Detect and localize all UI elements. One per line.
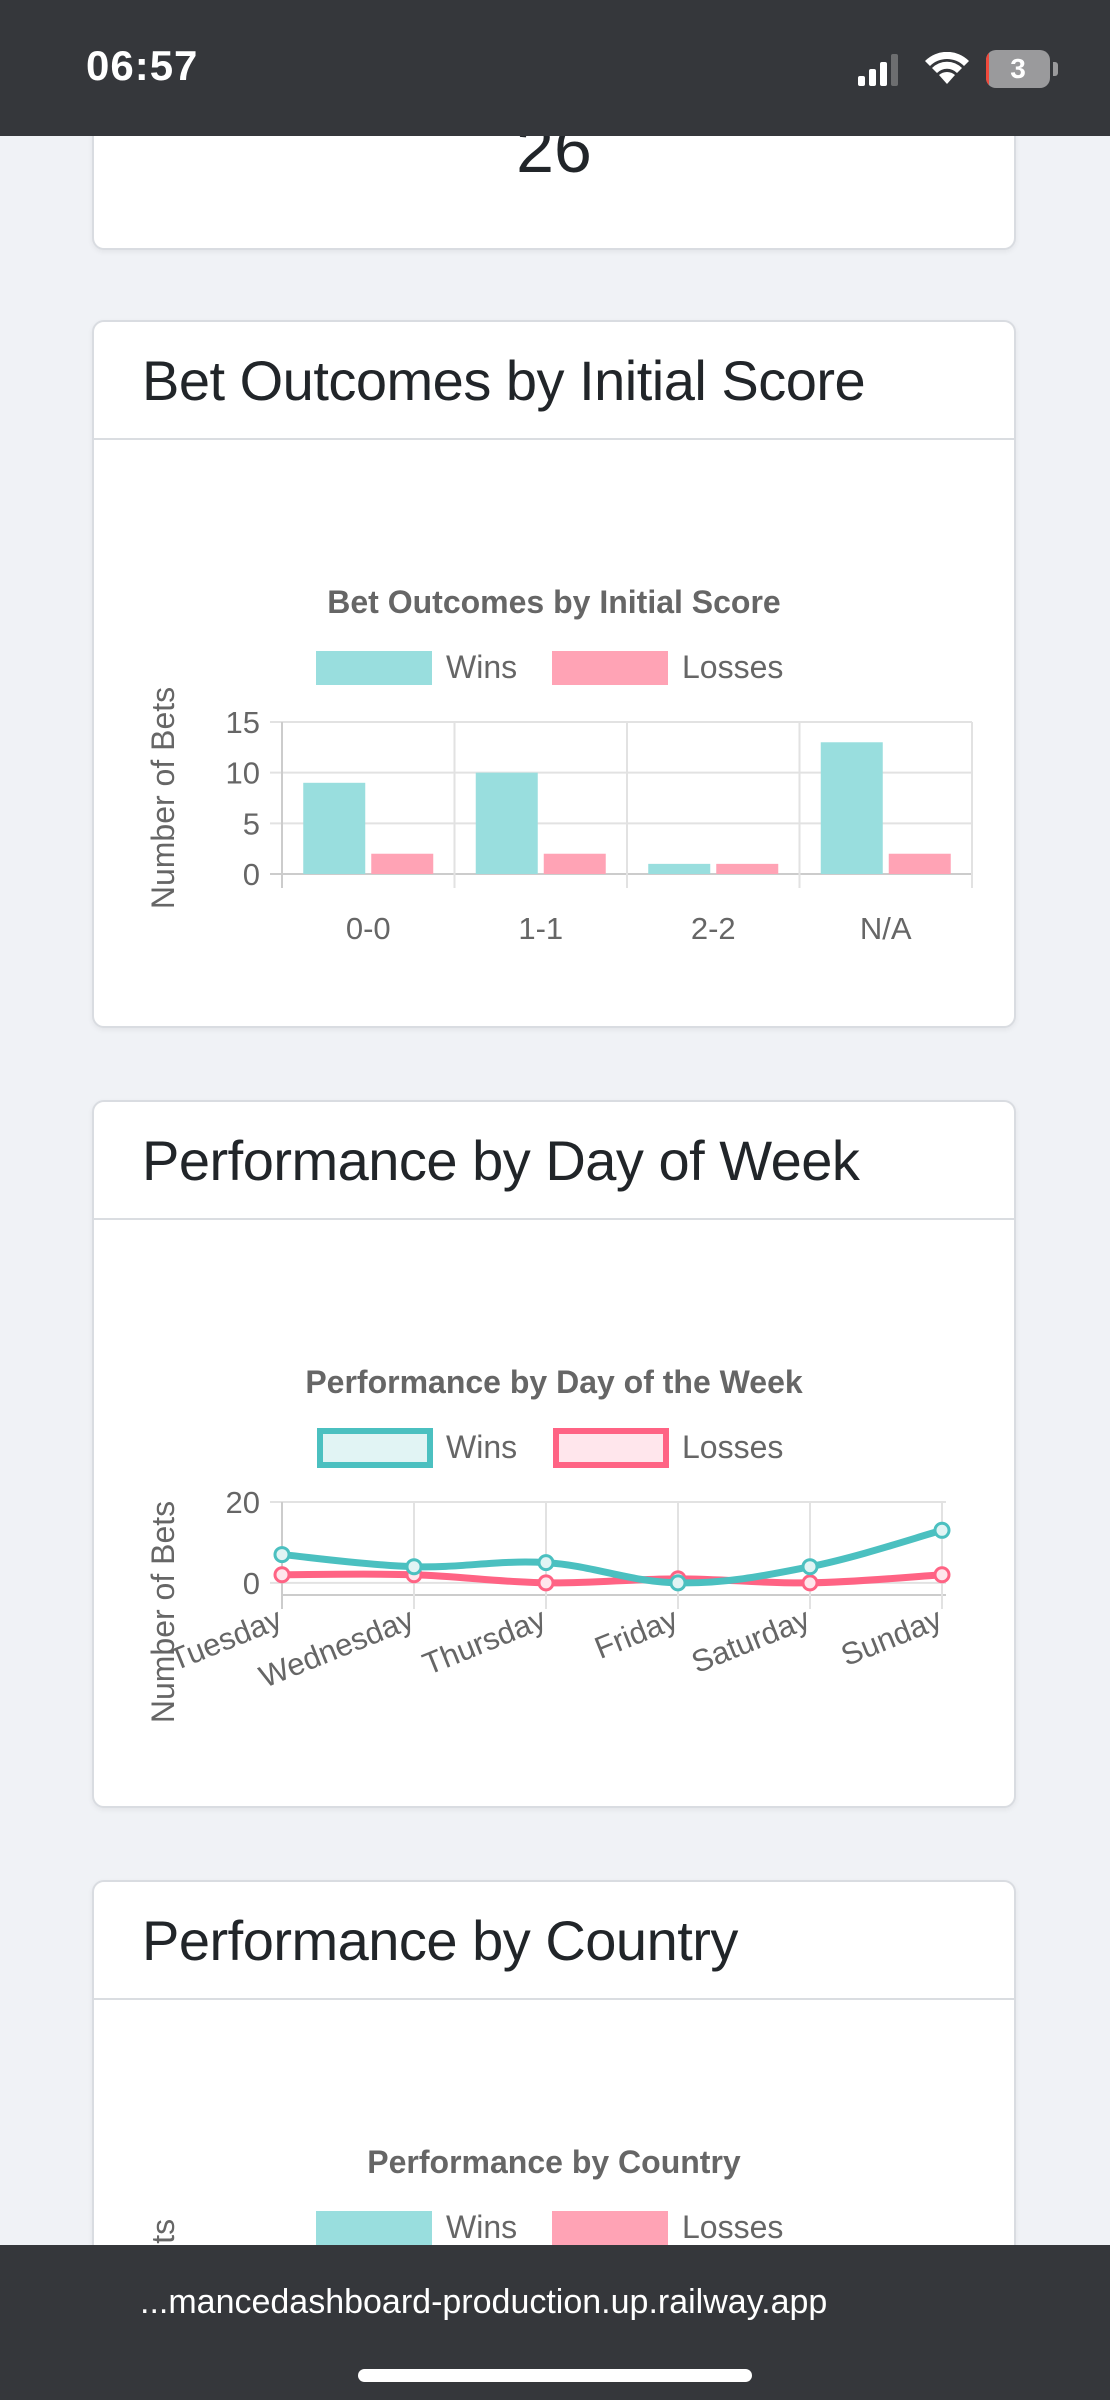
card-title: Bet Outcomes by Initial Score <box>142 348 866 412</box>
home-indicator[interactable] <box>358 2369 752 2382</box>
point-losses-sunday <box>933 1566 951 1584</box>
legend-label-losses: Losses <box>682 1429 783 1465</box>
browser-address-bar[interactable]: ...mancedashboard-production.up.railway.… <box>0 2245 1110 2400</box>
y-tick-label: 15 <box>226 705 260 740</box>
y-tick-label: 5 <box>243 806 260 841</box>
legend-swatch-wins <box>317 1428 433 1468</box>
status-bar: 06:57 3 <box>0 0 1110 136</box>
chart-title: Performance by Country <box>367 2144 741 2180</box>
legend-swatch-wins <box>316 651 432 685</box>
y-tick-label: 10 <box>226 756 260 791</box>
card-header: Bet Outcomes by Initial Score <box>94 322 1014 440</box>
bar-wins-0-0 <box>303 782 366 874</box>
status-time: 06:57 <box>86 42 199 89</box>
point-wins-wednesday <box>405 1558 423 1576</box>
legend-swatch-losses <box>552 2211 668 2245</box>
chart-title: Bet Outcomes by Initial Score <box>327 584 780 620</box>
x-tick-label: Saturday <box>686 1601 815 1680</box>
legend-label-wins: Wins <box>446 2209 517 2245</box>
point-losses-tuesday <box>273 1566 291 1584</box>
wifi-icon <box>925 52 969 84</box>
line-wins <box>278 1526 946 1587</box>
y-tick-label: 20 <box>226 1485 260 1520</box>
point-wins-sunday <box>933 1521 951 1539</box>
point-wins-saturday <box>801 1558 819 1576</box>
x-tick-label: Friday <box>590 1601 683 1666</box>
battery-level: 3 <box>1010 53 1026 84</box>
legend-swatch-losses <box>552 651 668 685</box>
bar-losses-2-2 <box>716 863 779 874</box>
status-icons: 3 <box>828 46 1058 90</box>
card-title: Performance by Country <box>142 1908 738 1972</box>
y-axis-label: Number of Bets <box>145 1501 181 1723</box>
legend-label-wins: Wins <box>446 1429 517 1465</box>
point-wins-thursday <box>537 1554 555 1572</box>
y-axis-label: Number of Bets <box>145 687 181 909</box>
bar-wins-N/A <box>820 742 883 874</box>
y-tick-label: 0 <box>243 857 260 892</box>
bet-outcomes-chart: Bet Outcomes by Initial Score Wins Losses 0… <box>145 584 973 946</box>
x-tick-label: Thursday <box>418 1601 551 1682</box>
battery-icon: 3 <box>986 50 1058 88</box>
point-losses-saturday <box>801 1574 819 1592</box>
card-header: Performance by Day of Week <box>94 1102 1014 1220</box>
bet-outcomes-card: Bet Outcomes by Initial Score Bet Outcom… <box>92 320 1016 1028</box>
card-body: Bet Outcomes by Initial Score Wins Losses 0… <box>94 440 1014 1025</box>
bar-losses-N/A <box>888 853 951 874</box>
point-wins-friday <box>669 1574 687 1592</box>
legend-label-losses: Losses <box>682 649 783 685</box>
legend-swatch-losses <box>553 1428 669 1468</box>
legend-swatch-wins <box>316 2211 432 2245</box>
x-tick-label: 1-1 <box>518 911 563 946</box>
card-body: Performance by Day of the Week Wins Losses… <box>94 1220 1014 1805</box>
cellular-signal-icon <box>858 54 898 86</box>
bar-losses-0-0 <box>371 853 434 874</box>
x-tick-label: 2-2 <box>691 911 736 946</box>
line-losses <box>278 1570 946 1587</box>
card-header: Performance by Country <box>94 1882 1014 2000</box>
legend-label-wins: Wins <box>446 649 517 685</box>
chart-title: Performance by Day of the Week <box>305 1364 803 1400</box>
point-wins-tuesday <box>273 1546 291 1564</box>
legend-label-losses: Losses <box>682 2209 783 2245</box>
x-tick-label: Sunday <box>836 1601 947 1673</box>
performance-by-day-chart: Performance by Day of the Week Wins Losses… <box>145 1364 951 1723</box>
bar-wins-2-2 <box>648 863 711 874</box>
y-tick-label: 0 <box>243 1566 260 1601</box>
bar-wins-1-1 <box>475 772 538 874</box>
bar-losses-1-1 <box>543 853 606 874</box>
point-losses-thursday <box>537 1574 555 1592</box>
x-tick-label: N/A <box>860 911 912 946</box>
performance-by-day-card: Performance by Day of Week Performance b… <box>92 1100 1016 1808</box>
x-tick-label: 0-0 <box>346 911 391 946</box>
url-text[interactable]: ...mancedashboard-production.up.railway.… <box>140 2283 828 2321</box>
card-title: Performance by Day of Week <box>142 1128 860 1192</box>
